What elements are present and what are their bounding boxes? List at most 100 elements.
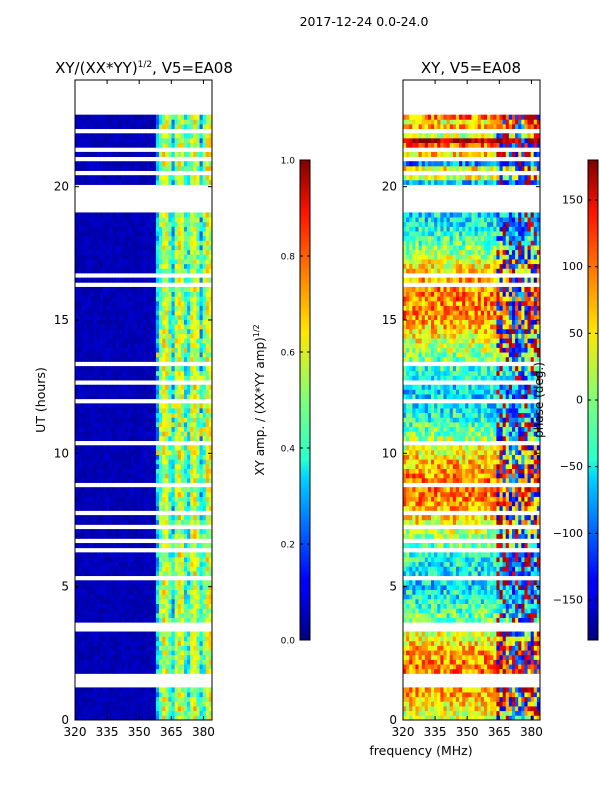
phase-cell	[515, 687, 519, 693]
amplitude-cell	[174, 324, 179, 330]
phase-cell	[468, 659, 472, 665]
amplitude-cell	[159, 342, 163, 348]
amplitude-cell	[159, 217, 163, 223]
amplitude-cell	[165, 356, 169, 362]
amplitude-cell	[115, 529, 119, 535]
amplitude-cell	[87, 706, 91, 712]
phase-cell	[496, 696, 500, 702]
amplitude-cell	[106, 394, 110, 400]
amplitude-cell	[90, 640, 95, 646]
amplitude-cell	[208, 543, 212, 549]
amplitude-cell	[193, 515, 197, 521]
amplitude-cell	[134, 491, 138, 497]
amplitude-cell	[190, 161, 194, 167]
amplitude-cell	[199, 552, 204, 558]
phase-cell	[449, 715, 454, 720]
amplitude-cell	[168, 519, 172, 525]
amplitude-cell	[87, 533, 91, 539]
amplitude-cell	[165, 435, 169, 442]
amplitude-cell	[121, 477, 126, 483]
amplitude-cell	[90, 557, 95, 563]
amplitude-cell	[93, 338, 98, 344]
amplitude-cell	[152, 636, 157, 642]
phase-cell	[480, 668, 485, 674]
amplitude-cell	[124, 505, 129, 511]
amplitude-cell	[81, 631, 85, 637]
amplitude-cell	[152, 217, 157, 223]
amplitude-cell	[187, 519, 191, 525]
amplitude-cell	[87, 501, 91, 507]
phase-cell	[483, 710, 488, 716]
amplitude-cell	[137, 240, 141, 246]
amplitude-cell	[103, 235, 107, 241]
amplitude-cell	[180, 370, 185, 376]
amplitude-cell	[171, 515, 176, 521]
amplitude-cell	[75, 212, 79, 218]
amplitude-cell	[193, 142, 197, 148]
amplitude-cell	[106, 412, 110, 418]
amplitude-cell	[193, 259, 197, 265]
amplitude-cell	[106, 366, 110, 372]
amplitude-cell	[165, 408, 169, 414]
amplitude-cell	[205, 454, 210, 460]
amplitude-cell	[183, 533, 188, 539]
amplitude-cell	[162, 342, 166, 348]
amplitude-cell	[112, 389, 116, 395]
amplitude-cell	[115, 338, 119, 344]
amplitude-cell	[90, 636, 95, 642]
amplitude-cell	[140, 114, 144, 120]
amplitude-cell	[165, 370, 169, 376]
amplitude-cell	[196, 151, 200, 157]
amplitude-cell	[127, 584, 132, 591]
amplitude-cell	[131, 664, 135, 670]
amplitude-cell	[137, 286, 141, 293]
amplitude-cell	[96, 235, 101, 241]
amplitude-cell	[96, 459, 101, 465]
amplitude-cell	[155, 338, 160, 344]
amplitude-cell	[159, 505, 163, 511]
amplitude-cell	[202, 240, 207, 246]
amplitude-cell	[168, 584, 172, 591]
amplitude-cell	[81, 324, 85, 330]
amplitude-cell	[112, 454, 116, 460]
amplitude-cell	[134, 179, 138, 185]
amplitude-cell	[159, 347, 163, 353]
amplitude-cell	[180, 468, 185, 474]
amplitude-cell	[137, 417, 141, 423]
amplitude-cell	[131, 263, 135, 269]
amplitude-cell	[84, 133, 88, 139]
amplitude-cell	[152, 468, 157, 474]
amplitude-cell	[121, 137, 126, 144]
amplitude-cell	[143, 217, 148, 223]
amplitude-cell	[162, 356, 166, 362]
amplitude-cell	[202, 235, 207, 241]
amplitude-cell	[196, 296, 200, 302]
phase-cell	[518, 710, 522, 716]
amplitude-cell	[146, 389, 151, 395]
amplitude-cell	[171, 291, 176, 297]
amplitude-cell	[193, 570, 197, 577]
amplitude-cell	[152, 421, 157, 428]
amplitude-cell	[127, 245, 132, 251]
phase-cell	[477, 664, 482, 670]
amplitude-cell	[134, 696, 138, 702]
phase-cell	[490, 692, 494, 698]
amplitude-cell	[171, 664, 176, 670]
amplitude-cell	[84, 347, 88, 353]
amplitude-cell	[109, 333, 113, 339]
amplitude-cell	[149, 594, 154, 600]
amplitude-cell	[193, 617, 197, 623]
amplitude-cell	[159, 235, 163, 241]
amplitude-cell	[109, 543, 113, 549]
amplitude-cell	[140, 715, 144, 720]
phase-cell	[446, 659, 451, 665]
amplitude-cell	[183, 165, 188, 171]
amplitude-cell	[99, 305, 104, 311]
amplitude-cell	[180, 640, 185, 646]
amplitude-cell	[143, 552, 148, 558]
amplitude-cell	[162, 403, 166, 409]
phase-cell	[418, 692, 423, 698]
amplitude-cell	[121, 654, 126, 660]
amplitude-cell	[152, 370, 157, 376]
amplitude-cell	[177, 501, 182, 507]
